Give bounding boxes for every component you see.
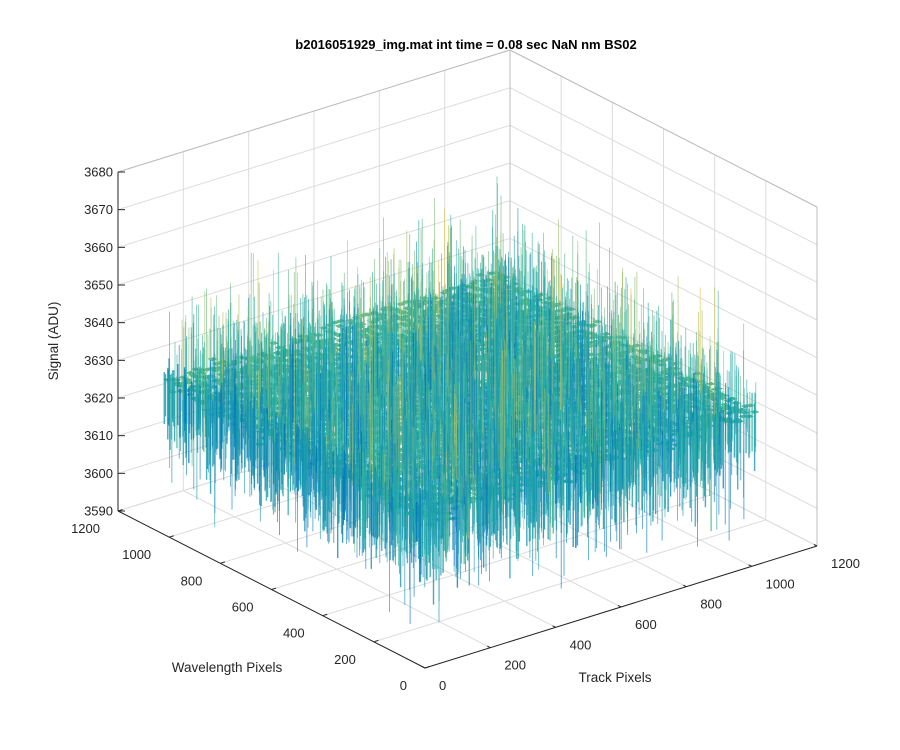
z-tick-label: 3620 [84, 391, 113, 406]
track-tick-label: 200 [504, 658, 526, 673]
surface-sides [163, 358, 756, 605]
wavelength-tick-label: 600 [232, 600, 254, 615]
track-tick-label: 1000 [766, 576, 795, 591]
track-axis-ticks: 0 200 400 600 800 1000 1200 [421, 543, 860, 693]
z-tick-label: 3590 [84, 504, 113, 519]
wavelength-axis-ticks: 0 200 400 600 800 1000 1200 [71, 509, 430, 693]
z-axis-ticks: 3590 3600 3610 3620 3630 3640 3650 3660 3670 3680 [84, 165, 125, 519]
z-tick-label: 3610 [84, 428, 113, 443]
wavelength-tick-label: 800 [181, 573, 203, 588]
wavelength-tick-label: 400 [283, 626, 305, 641]
wavelength-tick-label: 1000 [122, 547, 151, 562]
wavelength-axis-label: Wavelength Pixels [172, 660, 283, 675]
z-tick-label: 3630 [84, 353, 113, 368]
surface [163, 176, 760, 625]
track-tick-label: 800 [700, 597, 722, 612]
z-tick-label: 3640 [84, 315, 113, 330]
track-tick-label: 400 [570, 637, 592, 652]
wavelength-tick-label: 0 [400, 678, 407, 693]
surface-noise-spikes [168, 176, 757, 625]
track-tick-label: 1200 [831, 556, 860, 571]
chart-title: b2016051929_img.mat int time = 0.08 sec … [295, 37, 636, 52]
z-tick-label: 3600 [84, 466, 113, 481]
z-tick-label: 3650 [84, 278, 113, 293]
track-axis-label: Track Pixels [578, 670, 651, 685]
wavelength-tick-label: 200 [334, 652, 356, 667]
z-axis-label: Signal (ADU) [46, 302, 61, 381]
wavelength-tick-label: 1200 [71, 521, 100, 536]
z-tick-label: 3660 [84, 240, 113, 255]
track-tick-label: 600 [635, 617, 657, 632]
z-tick-label: 3680 [84, 165, 113, 180]
z-tick-label: 3670 [84, 202, 113, 217]
track-tick-label: 0 [439, 678, 446, 693]
